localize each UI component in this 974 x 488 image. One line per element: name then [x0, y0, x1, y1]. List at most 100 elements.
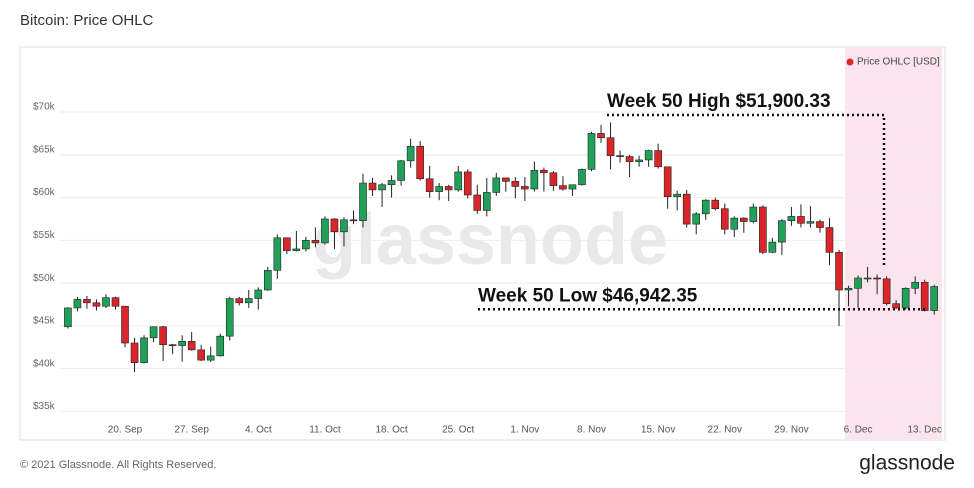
candle-body	[920, 281, 929, 311]
candle-body	[73, 299, 82, 309]
candle-body	[930, 286, 939, 311]
candle-body	[892, 303, 900, 309]
candle-body	[454, 171, 463, 191]
candle-body	[682, 193, 691, 225]
candle-body	[273, 237, 282, 271]
candle-body	[397, 160, 405, 181]
candle-body	[264, 270, 272, 291]
x-tick-label: 13. Dec	[907, 425, 941, 436]
candle-body	[673, 193, 681, 198]
legend-marker	[846, 58, 854, 66]
candle-body	[797, 216, 805, 224]
candle-body	[321, 218, 329, 244]
candle-body	[111, 297, 120, 307]
legend-label: Price OHLC [USD]	[857, 57, 940, 68]
candle-body	[159, 326, 167, 346]
footer: © 2021 Glassnode. All Rights Reserved.	[20, 459, 216, 471]
candle-body	[435, 186, 443, 192]
candle-body	[568, 184, 577, 190]
candle-body	[225, 298, 234, 337]
candle-body	[302, 240, 310, 250]
candle-body	[425, 178, 434, 192]
candle-body	[654, 150, 662, 168]
candle-body	[149, 326, 158, 339]
candle-body	[216, 335, 225, 357]
candle-body	[587, 133, 596, 170]
candle-body	[625, 156, 634, 162]
candle-body	[340, 219, 348, 233]
candle-body	[254, 289, 263, 299]
x-tick-label: 6. Dec	[844, 425, 873, 436]
y-tick-label: $60k	[33, 187, 56, 198]
candle-body	[206, 355, 215, 361]
candle-body	[359, 182, 367, 221]
candle-body	[882, 278, 891, 304]
chart-title: Bitcoin: Price OHLC	[20, 12, 154, 29]
y-tick-label: $70k	[33, 102, 56, 113]
candle-body	[663, 166, 672, 198]
candle-body	[283, 237, 291, 251]
candle-body	[444, 186, 453, 191]
y-tick-label: $50k	[33, 273, 56, 284]
candle-body	[463, 171, 472, 196]
candle-body	[549, 172, 558, 186]
x-tick-label: 15. Nov	[641, 425, 675, 436]
x-tick-label: 20. Sep	[108, 425, 143, 436]
x-tick-label: 4. Oct	[245, 425, 272, 436]
candle-body	[730, 217, 739, 230]
candle-body	[244, 298, 253, 304]
candle-body	[521, 186, 529, 190]
candle-body	[130, 342, 139, 363]
candle-body	[701, 199, 710, 215]
candle-body	[387, 180, 396, 186]
candle-body	[502, 177, 510, 182]
y-tick-label: $55k	[33, 230, 56, 241]
candle-body	[102, 297, 110, 307]
candle-body	[378, 184, 386, 191]
candle-body	[692, 213, 701, 225]
highlight-region	[845, 48, 942, 439]
candle-body	[178, 341, 186, 346]
candle-body	[844, 287, 853, 291]
candle-body	[349, 219, 358, 222]
candle-body	[863, 277, 872, 280]
candle-body	[64, 307, 72, 328]
candle-body	[787, 216, 796, 221]
candle-body	[559, 185, 567, 190]
candle-body	[606, 137, 615, 156]
candle-body	[720, 208, 729, 230]
candle-body	[540, 169, 548, 174]
candle-body	[911, 281, 919, 289]
candle-body	[854, 277, 862, 289]
candle-body	[530, 169, 539, 190]
y-tick-label: $45k	[33, 316, 56, 327]
x-tick-label: 8. Nov	[577, 425, 606, 436]
annotation-label: Week 50 Low $46,942.35	[478, 285, 698, 306]
candle-body	[711, 199, 720, 210]
y-tick-label: $65k	[33, 144, 56, 155]
x-tick-label: 25. Oct	[442, 425, 474, 436]
x-tick-label: 22. Nov	[708, 425, 742, 436]
y-tick-label: $35k	[33, 401, 56, 412]
candle-body	[292, 248, 301, 251]
candle-body	[482, 192, 491, 211]
brand: glassnode	[859, 452, 955, 475]
candle-body	[759, 206, 767, 253]
x-tick-label: 29. Nov	[774, 425, 808, 436]
x-tick-label: 27. Sep	[174, 425, 209, 436]
candle-body	[816, 221, 824, 228]
candle-body	[597, 133, 605, 139]
candle-body	[901, 287, 910, 309]
annotation-label: Week 50 High $51,900.33	[607, 91, 831, 112]
annotation-line	[607, 113, 886, 267]
candle-body	[406, 145, 415, 162]
x-tick-label: 18. Oct	[375, 425, 407, 436]
candle-body	[635, 159, 643, 162]
candle-body	[740, 217, 748, 222]
x-tick-label: 11. Oct	[309, 425, 341, 436]
watermark: glassnode	[312, 200, 668, 280]
candle-body	[235, 298, 244, 304]
x-tick-label: 1. Nov	[510, 425, 539, 436]
candle-body	[168, 344, 177, 347]
